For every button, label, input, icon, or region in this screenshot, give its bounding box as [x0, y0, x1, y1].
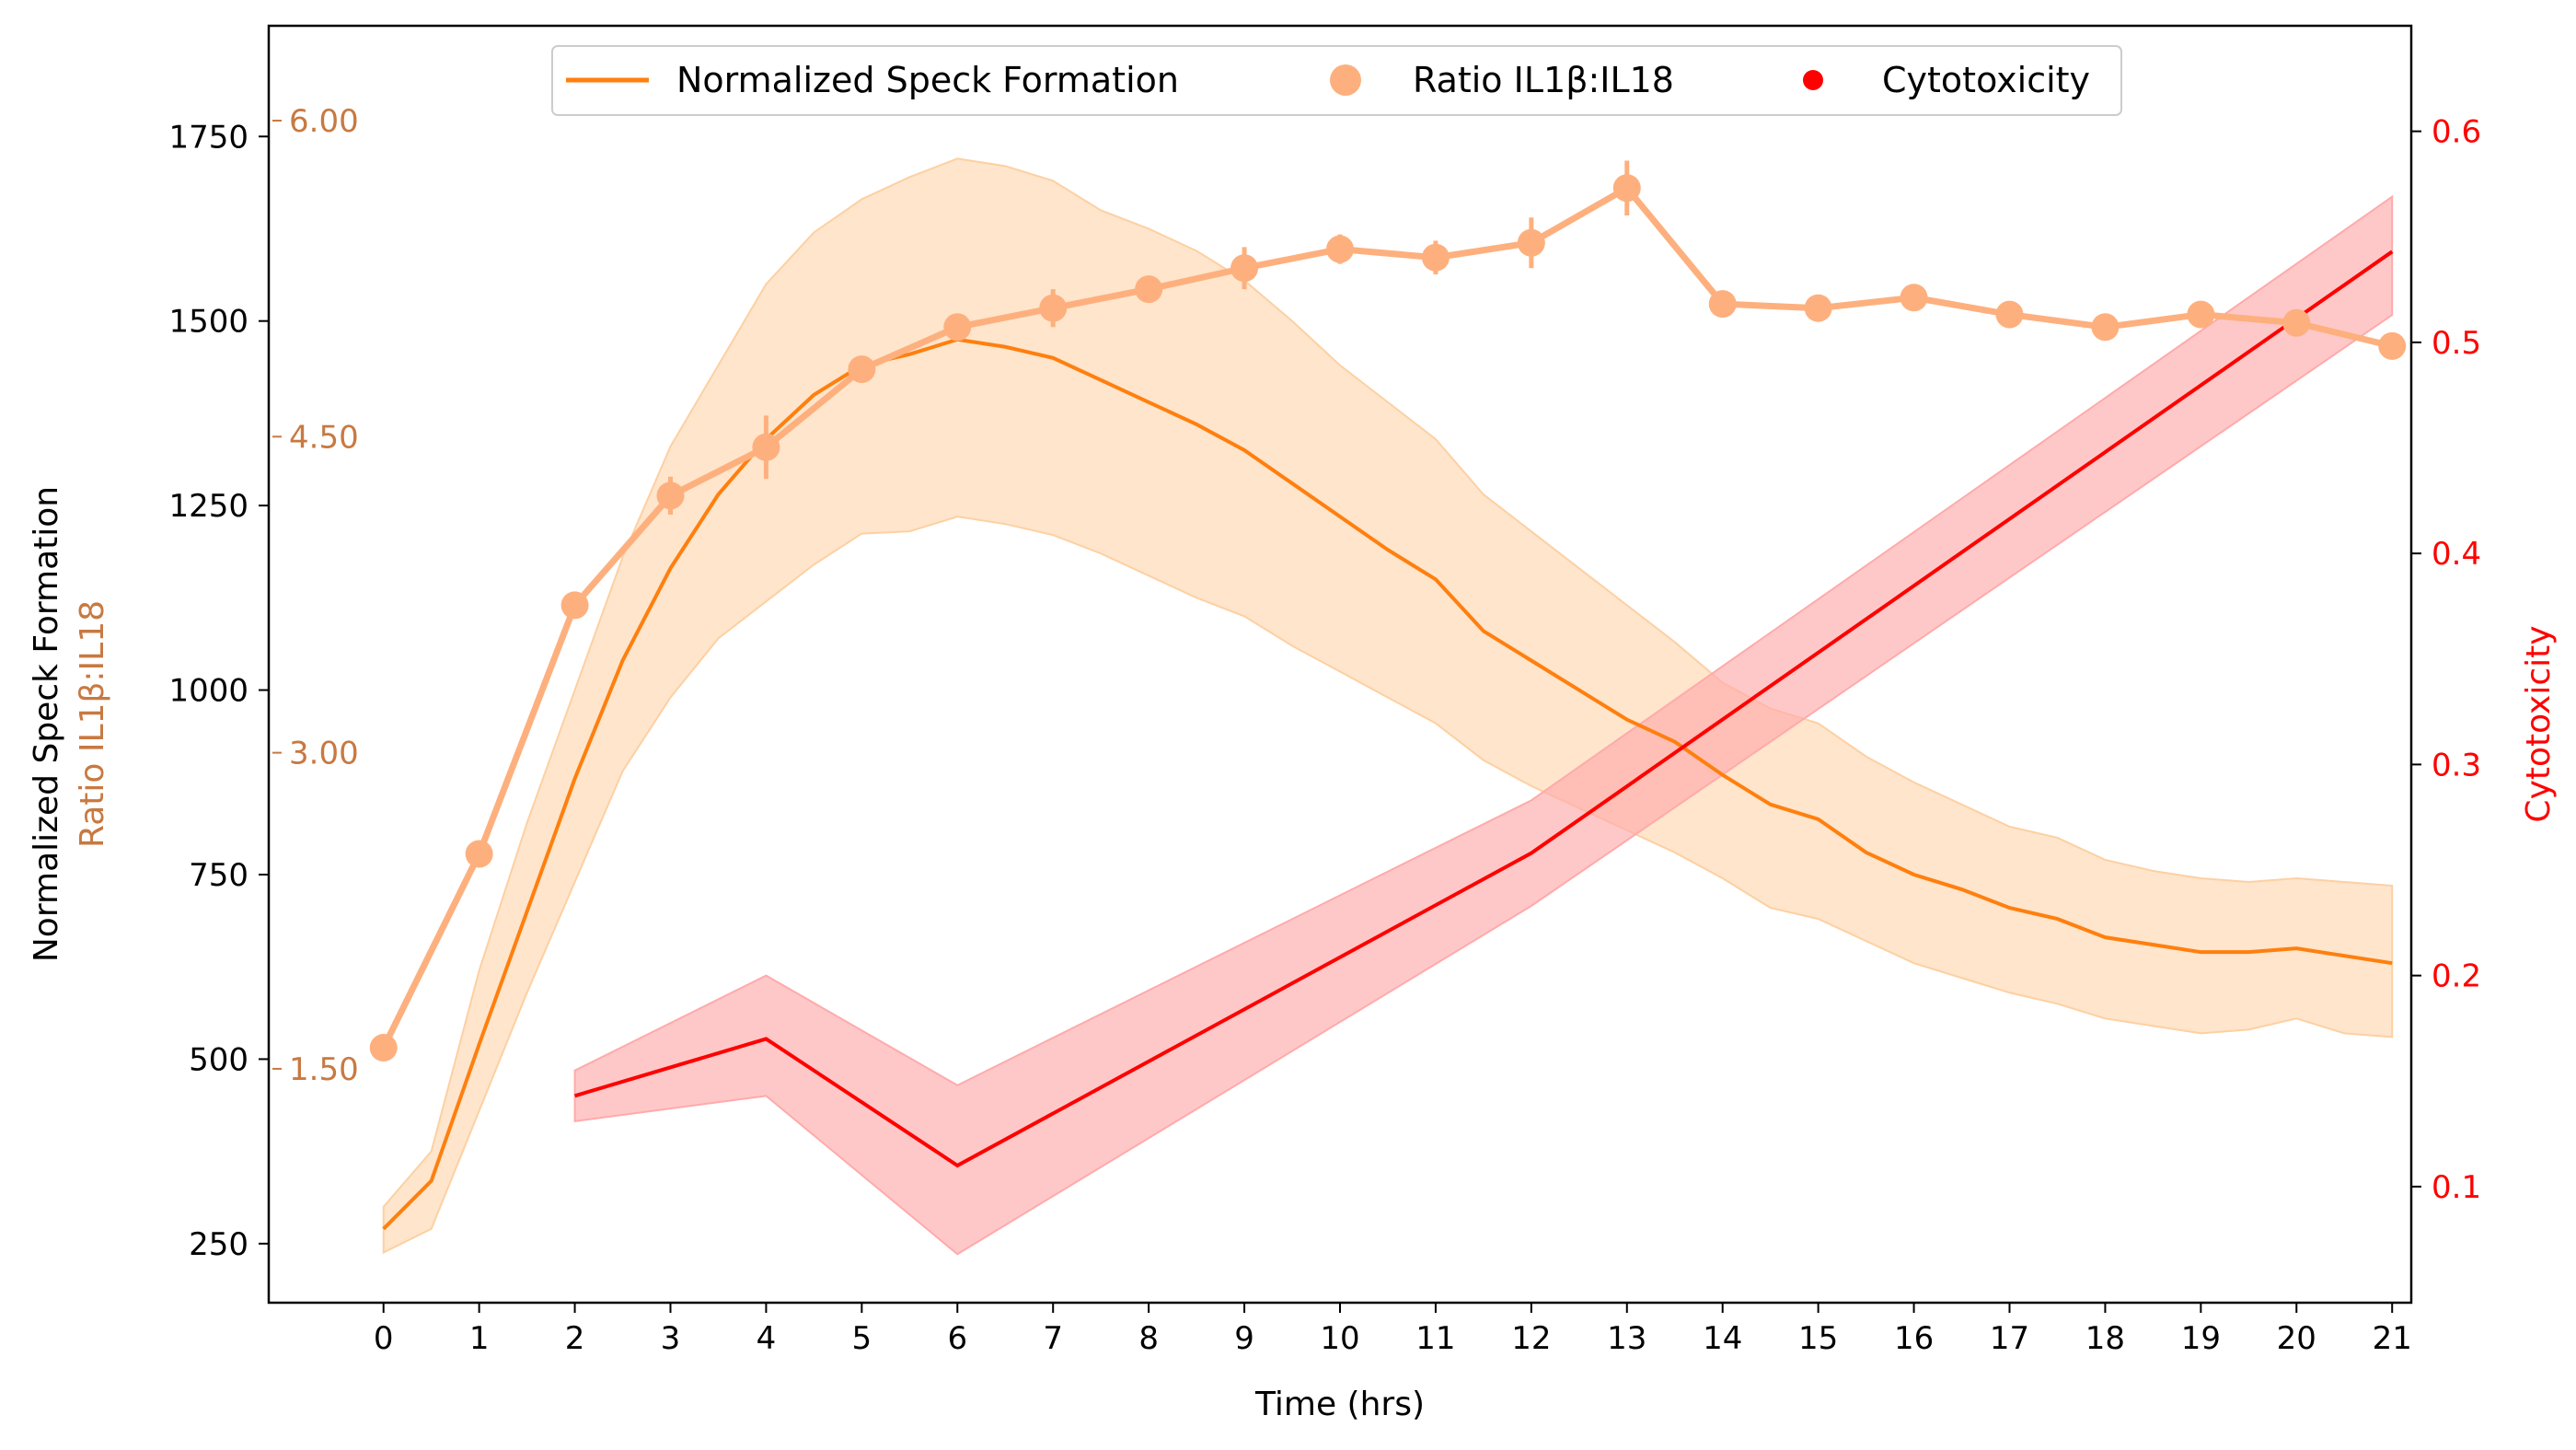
legend-ratio-swatch: [1330, 64, 1361, 96]
cytotoxicity-band: [573, 194, 2394, 1256]
ratio-tick-label: 1.50: [289, 1051, 359, 1088]
ratio-point: [943, 313, 972, 342]
x-tick-label: 12: [1511, 1320, 1551, 1357]
left-axis-ticks: 250 500 750 1000 1250 1500 1750: [168, 119, 269, 1263]
x-tick-label: 17: [1990, 1320, 2029, 1357]
x-tick-label: 10: [1320, 1320, 1359, 1357]
ratio-point: [465, 840, 493, 868]
legend-ratio-label: Ratio IL1β:IL18: [1413, 60, 1674, 100]
ratio-point: [848, 355, 876, 384]
ratio-axis-ticks: 1.50 3.00 4.50 6.00: [272, 103, 359, 1088]
left-tick-label: 500: [189, 1041, 248, 1078]
x-tick-label: 20: [2277, 1320, 2316, 1357]
x-axis-label: Time (hrs): [1254, 1386, 1425, 1423]
x-tick-label: 0: [374, 1320, 394, 1357]
ratio-point: [2378, 331, 2407, 360]
x-tick-label: 7: [1043, 1320, 1063, 1357]
x-tick-label: 11: [1415, 1320, 1455, 1357]
speck-line: [382, 337, 2393, 1231]
x-tick-label: 19: [2181, 1320, 2221, 1357]
ratio-point: [369, 1034, 398, 1062]
ratio-point: [656, 481, 685, 510]
left-axis-label: Normalized Speck Formation: [28, 486, 65, 962]
ratio-point: [1708, 290, 1737, 319]
right-tick-label: 0.1: [2432, 1169, 2481, 1206]
x-tick-label: 15: [1798, 1320, 1838, 1357]
x-tick-label: 1: [469, 1320, 490, 1357]
left-tick-label: 1250: [168, 488, 248, 525]
x-axis-ticks: 0 1 2 3 4 5 6 7 8 9 10 11 12 13 14 15 16 17 18 19 20 21: [374, 1303, 2412, 1357]
ratio-point: [1039, 294, 1068, 322]
series-markers: [369, 160, 2407, 1062]
left-tick-label: 250: [189, 1226, 248, 1263]
ratio-point: [560, 591, 589, 620]
ratio-tick-label: 3.00: [289, 736, 359, 772]
x-tick-label: 9: [1234, 1320, 1254, 1357]
legend: Normalized Speck Formation Ratio IL1β:IL…: [551, 45, 2122, 116]
right-tick-label: 0.2: [2432, 958, 2481, 995]
x-tick-label: 16: [1894, 1320, 1934, 1357]
legend-cyto-label: Cytotoxicity: [1882, 60, 2090, 100]
right-axis-ticks: 0.1 0.2 0.3 0.4 0.5 0.6: [2411, 114, 2481, 1206]
x-tick-label: 13: [1607, 1320, 1646, 1357]
ratio-point: [2187, 300, 2215, 329]
ratio-point: [2091, 313, 2120, 342]
right-tick-label: 0.5: [2432, 325, 2481, 362]
right-tick-label: 0.4: [2432, 536, 2481, 573]
ratio-point: [1517, 228, 1545, 257]
x-tick-label: 8: [1138, 1320, 1159, 1357]
ratio-point: [752, 433, 780, 461]
ratio-point: [1421, 243, 1450, 272]
x-tick-label: 18: [2085, 1320, 2125, 1357]
x-tick-label: 21: [2373, 1320, 2412, 1357]
legend-cyto-swatch: [1803, 70, 1823, 90]
left-tick-label: 1000: [168, 673, 248, 710]
legend-speck-label: Normalized Speck Formation: [676, 60, 1179, 100]
speck-band: [382, 157, 2394, 1255]
x-tick-label: 3: [661, 1320, 681, 1357]
ratio-point: [1612, 174, 1641, 203]
right-tick-label: 0.6: [2432, 114, 2481, 151]
right-tick-label: 0.3: [2432, 747, 2481, 783]
ratio-point: [2282, 308, 2311, 337]
series-lines: [380, 184, 2394, 1231]
x-tick-label: 5: [852, 1320, 872, 1357]
confidence-bands: [382, 157, 2394, 1256]
ratio-point: [1326, 235, 1354, 263]
left-tick-label: 1750: [168, 119, 248, 156]
x-tick-label: 14: [1703, 1320, 1742, 1357]
ratio-point: [1995, 300, 2024, 329]
ratio-point: [1230, 254, 1259, 283]
left-tick-label: 1500: [168, 304, 248, 341]
ratio-tick-label: 4.50: [289, 419, 359, 456]
ratio-axis-label: Ratio IL1β:IL18: [74, 600, 111, 848]
ratio-point: [1900, 284, 1928, 312]
cytotoxicity-line: [574, 249, 2394, 1168]
ratio-point: [1135, 275, 1163, 304]
right-axis-label: Cytotoxicity: [2520, 625, 2558, 822]
x-tick-label: 2: [565, 1320, 585, 1357]
ratio-tick-label: 6.00: [289, 103, 359, 140]
ratio-point: [1804, 294, 1832, 322]
x-tick-label: 6: [947, 1320, 967, 1357]
ratio-line: [380, 184, 2394, 1050]
left-tick-label: 750: [189, 857, 248, 894]
x-tick-label: 4: [757, 1320, 777, 1357]
